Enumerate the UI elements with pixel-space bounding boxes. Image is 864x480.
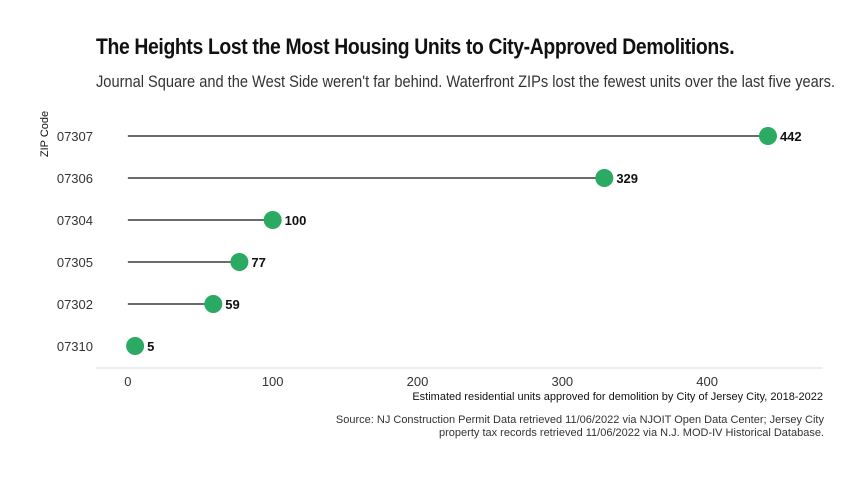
- x-tick-label: 100: [262, 374, 284, 389]
- data-label: 77: [251, 255, 265, 270]
- y-tick-label: 07306: [57, 171, 93, 186]
- chart-subtitle: Journal Square and the West Side weren't…: [96, 72, 836, 91]
- y-tick-label: 07307: [57, 129, 93, 144]
- y-tick-label: 07310: [57, 339, 93, 354]
- chart-title: The Heights Lost the Most Housing Units …: [96, 34, 735, 59]
- lollipop-point: [758, 127, 777, 145]
- data-label: 5: [147, 339, 154, 354]
- y-tick-label: 07302: [57, 297, 93, 312]
- data-label: 100: [285, 213, 307, 228]
- plot-area: 0 100 200 300 400 07307 442 07306 329 07304 100 073…: [57, 127, 823, 389]
- lollipop-point: [230, 253, 249, 271]
- lollipop-point: [595, 169, 614, 187]
- x-tick-label: 300: [551, 374, 573, 389]
- y-tick-label: 07305: [57, 255, 93, 270]
- x-tick-label: 400: [696, 374, 718, 389]
- x-tick-label: 200: [407, 374, 429, 389]
- x-axis-label: Estimated residential units approved for…: [412, 391, 823, 403]
- x-tick-label: 0: [124, 374, 131, 389]
- lollipop-point: [263, 211, 282, 229]
- data-label: 442: [780, 129, 802, 144]
- lollipop-point: [126, 337, 145, 355]
- data-label: 59: [225, 297, 239, 312]
- y-tick-label: 07304: [57, 213, 93, 228]
- y-axis-label: ZIP Code: [39, 111, 51, 157]
- lollipop-point: [204, 295, 223, 313]
- source-note: Source: NJ Construction Permit Data retr…: [335, 414, 824, 439]
- data-label: 329: [616, 171, 638, 186]
